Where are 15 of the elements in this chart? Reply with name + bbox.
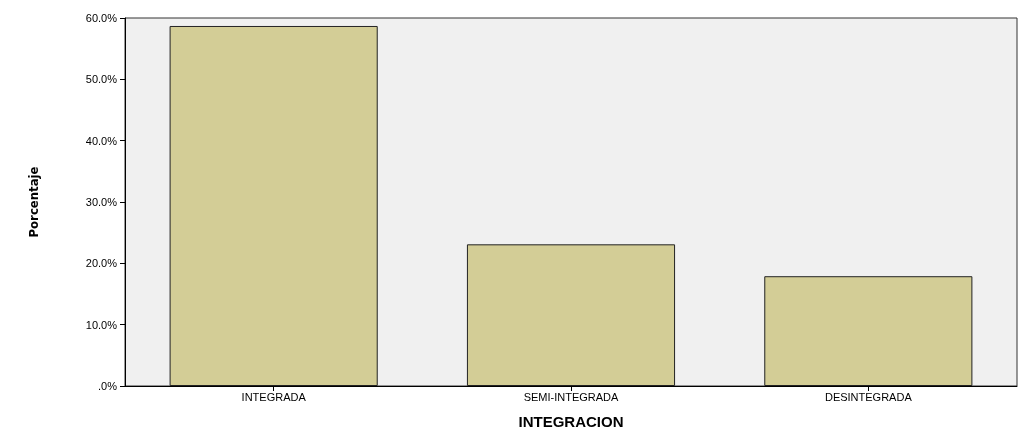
y-tick-label: 60.0% bbox=[85, 12, 118, 24]
y-tick-label: 40.0% bbox=[85, 134, 118, 147]
y-tick-label: .0% bbox=[98, 380, 118, 392]
x-tick-label: DESINTEGRADA bbox=[824, 390, 913, 403]
x-tick-label: SEMI-INTEGRADA bbox=[523, 390, 620, 403]
bar bbox=[764, 276, 973, 386]
x-tick-label: INTEGRADA bbox=[241, 390, 307, 403]
y-tick-label: 30.0% bbox=[85, 196, 118, 208]
y-axis-title: Porcentaje bbox=[26, 166, 41, 238]
y-tick-label: 20.0% bbox=[85, 257, 118, 270]
y-tick-label: 50.0% bbox=[85, 73, 118, 86]
bar bbox=[466, 244, 676, 386]
x-axis-title: INTEGRACION bbox=[518, 413, 624, 430]
bar bbox=[169, 25, 378, 386]
y-tick-label: 10.0% bbox=[85, 318, 118, 331]
